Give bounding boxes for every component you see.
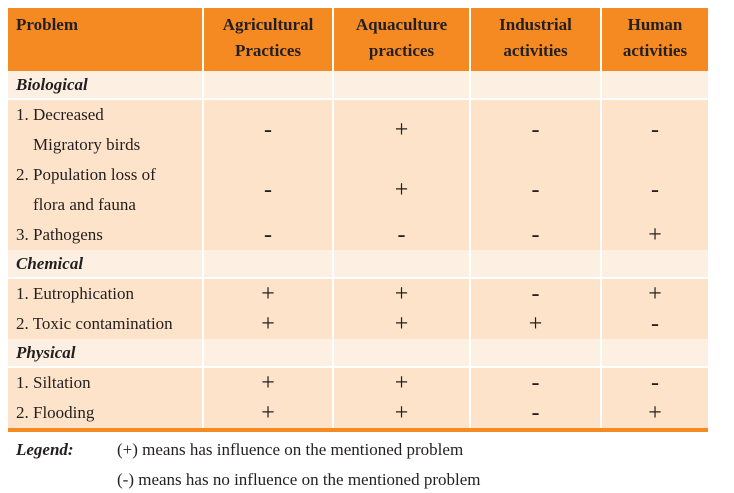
influence-cell: + (332, 277, 470, 309)
table-row: 1. Siltation + + - - (8, 366, 708, 398)
influence-cell: + (202, 366, 333, 398)
problem-label: Migratory birds (33, 135, 141, 154)
header-text: Practices (234, 41, 302, 60)
table-row: 2. Flooding + + - + (8, 398, 708, 432)
influence-cell: + (600, 398, 708, 432)
influence-cell: - (469, 398, 601, 432)
section-row: Biological (8, 71, 708, 99)
problem-label: 2. Toxic contamination (16, 314, 173, 333)
table-row: 1. Decreased Migratory birds - + - - (8, 98, 708, 160)
influence-cell: - (202, 98, 333, 160)
problem-label: flora and fauna (33, 195, 136, 214)
influence-cell: + (332, 398, 470, 432)
header-text: Industrial (499, 15, 572, 34)
influence-cell: - (600, 98, 708, 160)
problem-cell: 1. Decreased Migratory birds (8, 98, 203, 160)
section-title: Physical (8, 339, 203, 367)
influence-cell: - (469, 366, 601, 398)
influence-cell: + (600, 220, 708, 250)
header-text: activities (622, 41, 688, 60)
problem-label: 1. Eutrophication (16, 284, 135, 303)
header-text: Aquaculture (355, 15, 448, 34)
section-cell (202, 250, 333, 278)
header-aquaculture: Aquaculture practices (332, 8, 470, 71)
influence-cell: + (202, 277, 333, 309)
section-cell (202, 339, 333, 367)
influence-cell: - (469, 277, 601, 309)
influence-cell: + (202, 398, 333, 432)
influence-cell: + (332, 309, 470, 339)
problem-cell: 1. Eutrophication (8, 277, 203, 309)
problem-label: 1. Siltation (16, 373, 91, 392)
table-row: 2. Toxic contamination + + + - (8, 309, 708, 339)
problem-label: 3. Pathogens (16, 225, 103, 244)
header-industrial: Industrial activities (469, 8, 601, 71)
problem-cell: 3. Pathogens (8, 220, 203, 250)
section-cell (332, 71, 470, 99)
header-agricultural: Agricultural Practices (202, 8, 333, 71)
header-text: activities (503, 41, 568, 60)
influence-cell: + (332, 366, 470, 398)
section-title: Chemical (8, 250, 203, 278)
problem-label: 1. Decreased (16, 105, 104, 124)
table-row: 2. Population loss of flora and fauna - + - - (8, 160, 708, 220)
influence-cell: + (332, 160, 470, 220)
influence-cell: - (600, 309, 708, 339)
influence-cell: - (469, 98, 601, 160)
section-row: Chemical (8, 250, 708, 278)
section-row: Physical (8, 339, 708, 367)
influence-cell: - (202, 220, 333, 250)
problem-cell: 2. Toxic contamination (8, 309, 203, 339)
problem-label: 2. Population loss of (16, 165, 156, 184)
legend-plus: (+) means has influence on the mentioned… (117, 440, 464, 459)
problems-table: Problem Agricultural Practices Aquacultur… (8, 8, 708, 432)
header-text: Human (627, 15, 683, 34)
header-human: Human activities (600, 8, 708, 71)
legend-minus: (-) means has no influence on the mentio… (117, 470, 481, 489)
influence-cell: + (469, 309, 601, 339)
section-cell (469, 71, 601, 99)
header-text: Problem (16, 15, 79, 34)
section-cell (332, 339, 470, 367)
section-cell (469, 339, 601, 367)
header-problem: Problem (8, 8, 203, 71)
influence-cell: - (469, 220, 601, 250)
influence-cell: - (600, 160, 708, 220)
section-cell (469, 250, 601, 278)
problem-cell: 1. Siltation (8, 366, 203, 398)
legend-label: Legend: (16, 440, 74, 459)
influence-cell: - (600, 366, 708, 398)
problem-cell: 2. Population loss of flora and fauna (8, 160, 203, 220)
influence-cell: - (469, 160, 601, 220)
influence-cell: + (600, 277, 708, 309)
section-cell (332, 250, 470, 278)
influence-cell: + (202, 309, 333, 339)
table-row: 1. Eutrophication + + - + (8, 277, 708, 309)
influence-cell: + (332, 98, 470, 160)
section-title: Biological (8, 71, 203, 99)
table-row: 3. Pathogens - - - + (8, 220, 708, 250)
section-cell (600, 339, 708, 367)
header-text: practices (368, 41, 435, 60)
influence-cell: - (332, 220, 470, 250)
influence-cell: - (202, 160, 333, 220)
problem-label: 2. Flooding (16, 403, 95, 422)
section-cell (600, 71, 708, 99)
header-text: Agricultural (222, 15, 314, 34)
section-cell (202, 71, 333, 99)
problem-cell: 2. Flooding (8, 398, 203, 432)
header-row: Problem Agricultural Practices Aquacultur… (8, 8, 708, 71)
section-cell (600, 250, 708, 278)
